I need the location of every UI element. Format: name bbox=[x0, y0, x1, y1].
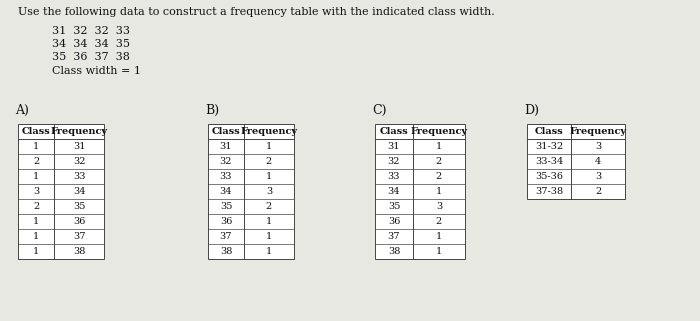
Bar bbox=[18, 124, 104, 259]
Bar bbox=[208, 124, 294, 259]
Text: 2: 2 bbox=[266, 202, 272, 211]
Text: 31: 31 bbox=[388, 142, 400, 151]
Text: 2: 2 bbox=[436, 217, 442, 226]
Text: Frequency: Frequency bbox=[410, 127, 468, 136]
Bar bbox=[527, 124, 625, 199]
Text: 3: 3 bbox=[436, 202, 442, 211]
Text: Class: Class bbox=[22, 127, 50, 136]
Text: Use the following data to construct a frequency table with the indicated class w: Use the following data to construct a fr… bbox=[18, 7, 495, 17]
Text: 33-34: 33-34 bbox=[535, 157, 563, 166]
Text: 1: 1 bbox=[266, 232, 272, 241]
Text: 2: 2 bbox=[595, 187, 601, 196]
Bar bbox=[375, 124, 465, 259]
Text: 35  36  37  38: 35 36 37 38 bbox=[52, 52, 130, 62]
Text: 35: 35 bbox=[388, 202, 400, 211]
Text: 2: 2 bbox=[33, 157, 39, 166]
Text: Frequency: Frequency bbox=[570, 127, 626, 136]
Text: 32: 32 bbox=[388, 157, 400, 166]
Text: 33: 33 bbox=[73, 172, 85, 181]
Text: 35: 35 bbox=[73, 202, 85, 211]
Text: 34: 34 bbox=[388, 187, 400, 196]
Text: Class width = 1: Class width = 1 bbox=[52, 66, 141, 76]
Text: 3: 3 bbox=[33, 187, 39, 196]
Text: 1: 1 bbox=[33, 232, 39, 241]
Text: 1: 1 bbox=[33, 172, 39, 181]
Text: 3: 3 bbox=[595, 142, 601, 151]
Text: 31: 31 bbox=[73, 142, 85, 151]
Text: 38: 38 bbox=[220, 247, 232, 256]
Text: 1: 1 bbox=[33, 247, 39, 256]
Text: D): D) bbox=[524, 104, 539, 117]
Text: B): B) bbox=[205, 104, 219, 117]
Text: 1: 1 bbox=[266, 217, 272, 226]
Text: Class: Class bbox=[379, 127, 408, 136]
Text: 3: 3 bbox=[266, 187, 272, 196]
Text: 2: 2 bbox=[436, 172, 442, 181]
Text: 37: 37 bbox=[73, 232, 85, 241]
Text: 37: 37 bbox=[220, 232, 232, 241]
Bar bbox=[375, 124, 465, 259]
Text: C): C) bbox=[372, 104, 386, 117]
Text: 35-36: 35-36 bbox=[535, 172, 563, 181]
Text: 33: 33 bbox=[220, 172, 232, 181]
Text: 1: 1 bbox=[436, 247, 442, 256]
Text: 31-32: 31-32 bbox=[535, 142, 563, 151]
Text: 35: 35 bbox=[220, 202, 232, 211]
Text: 1: 1 bbox=[266, 172, 272, 181]
Text: 38: 38 bbox=[73, 247, 85, 256]
Text: 1: 1 bbox=[436, 142, 442, 151]
Text: 37-38: 37-38 bbox=[535, 187, 563, 196]
Text: 2: 2 bbox=[436, 157, 442, 166]
Text: 3: 3 bbox=[595, 172, 601, 181]
Text: 32: 32 bbox=[73, 157, 85, 166]
Text: 31  32  32  33: 31 32 32 33 bbox=[52, 26, 130, 36]
Text: 32: 32 bbox=[220, 157, 232, 166]
Text: 1: 1 bbox=[266, 247, 272, 256]
Text: 33: 33 bbox=[388, 172, 400, 181]
Text: 34  34  34  35: 34 34 34 35 bbox=[52, 39, 130, 49]
Text: 36: 36 bbox=[388, 217, 400, 226]
Text: 1: 1 bbox=[266, 142, 272, 151]
Text: Frequency: Frequency bbox=[241, 127, 298, 136]
Text: A): A) bbox=[15, 104, 29, 117]
Text: 2: 2 bbox=[266, 157, 272, 166]
Text: 34: 34 bbox=[73, 187, 85, 196]
Text: 36: 36 bbox=[220, 217, 232, 226]
Bar bbox=[208, 124, 294, 259]
Text: 36: 36 bbox=[73, 217, 85, 226]
Bar bbox=[18, 124, 104, 259]
Text: Class: Class bbox=[535, 127, 564, 136]
Text: 1: 1 bbox=[33, 142, 39, 151]
Text: 34: 34 bbox=[220, 187, 232, 196]
Text: 37: 37 bbox=[388, 232, 400, 241]
Text: 2: 2 bbox=[33, 202, 39, 211]
Text: 38: 38 bbox=[388, 247, 400, 256]
Text: 1: 1 bbox=[436, 187, 442, 196]
Text: 1: 1 bbox=[436, 232, 442, 241]
Text: 31: 31 bbox=[220, 142, 232, 151]
Text: Frequency: Frequency bbox=[50, 127, 108, 136]
Text: 4: 4 bbox=[595, 157, 601, 166]
Text: Class: Class bbox=[211, 127, 240, 136]
Bar bbox=[527, 124, 625, 199]
Text: 1: 1 bbox=[33, 217, 39, 226]
